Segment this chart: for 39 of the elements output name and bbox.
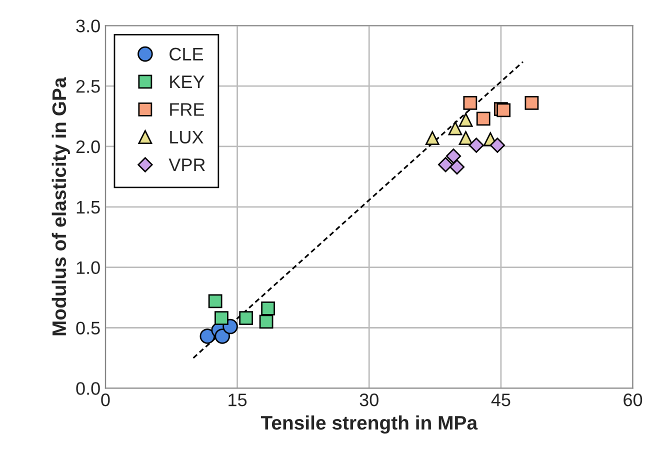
point — [449, 159, 465, 175]
point — [446, 148, 462, 164]
x-tick-label: 45 — [491, 394, 510, 406]
legend-label: CLE — [170, 48, 204, 61]
y-tick-label: 0.5 — [76, 322, 100, 334]
legend-label: LUX — [170, 130, 204, 144]
y-tick-label: 2.5 — [76, 80, 100, 93]
x-tick-label: 60 — [624, 394, 642, 406]
point — [468, 138, 484, 153]
legend-label: VPR — [168, 158, 205, 172]
point — [458, 112, 473, 127]
point — [200, 328, 216, 344]
y-tick-label: 3.0 — [76, 20, 100, 32]
point — [214, 311, 228, 326]
point — [496, 103, 511, 118]
y-tick-label: 2.0 — [76, 140, 100, 154]
point — [259, 314, 274, 329]
x-tick-label: 0 — [101, 394, 110, 406]
point — [476, 112, 490, 126]
point — [208, 294, 222, 308]
point — [458, 131, 473, 145]
y-tick-label: 1.0 — [76, 261, 100, 274]
y-tick-label: 1.5 — [76, 201, 100, 214]
point — [524, 96, 539, 110]
x-axis-title: Tensile strength in MPa — [260, 415, 478, 434]
point — [425, 131, 440, 145]
point — [239, 311, 254, 326]
legend-label: FRE — [170, 103, 204, 116]
legend-label: KEY — [170, 76, 204, 88]
x-tick-label: 30 — [360, 394, 378, 406]
y-tick-label: 0.0 — [76, 382, 100, 395]
point — [438, 157, 454, 172]
x-tick-label: 15 — [228, 394, 247, 406]
point — [463, 96, 478, 110]
point — [448, 121, 462, 136]
point — [490, 138, 505, 153]
point — [261, 301, 275, 316]
y-axis-title: Modulus of elasticity in GPa — [52, 77, 70, 336]
point — [214, 328, 230, 344]
